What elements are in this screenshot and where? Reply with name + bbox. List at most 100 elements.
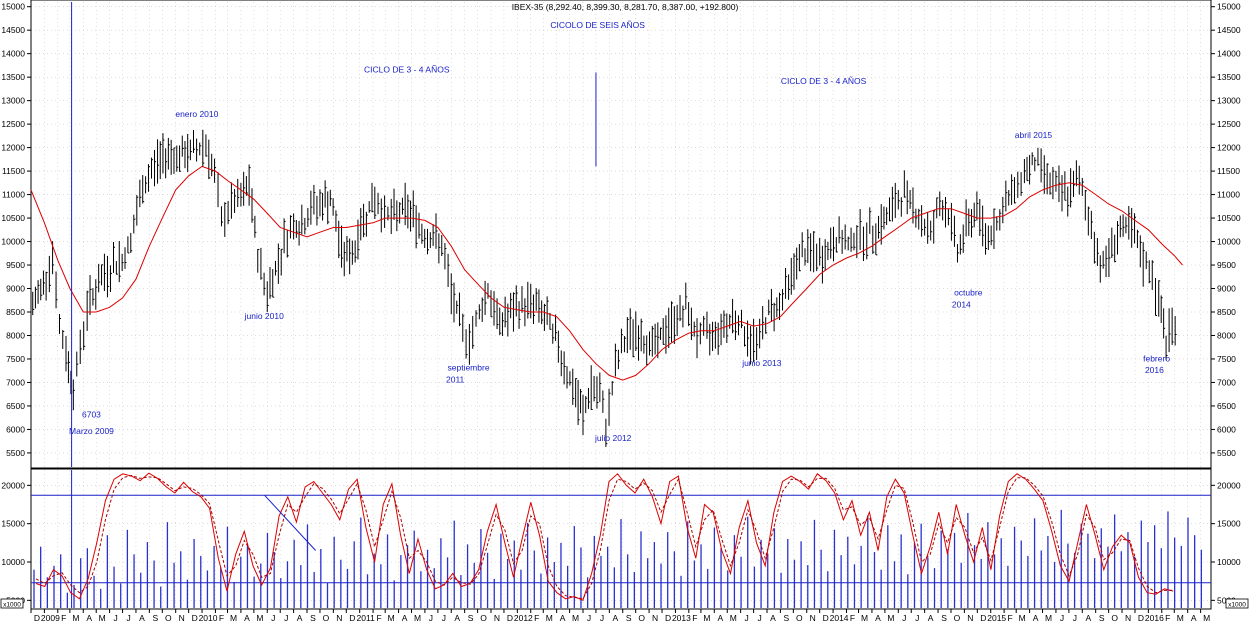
- time-tick-label: 2013: [672, 613, 691, 623]
- oscillator-levels: [31, 494, 1211, 584]
- time-tick-label: A: [613, 613, 619, 623]
- time-tick-label: A: [928, 613, 934, 623]
- time-tick-label: M: [1177, 613, 1184, 623]
- oscillator-tick-label: 10000: [1217, 557, 1241, 567]
- time-tick-label: 2009: [41, 613, 60, 623]
- time-tick-label: A: [770, 613, 776, 623]
- time-tick-label: 2016: [1145, 613, 1164, 623]
- price-panel: IBEX-35 (8,292.40, 8,399.30, 8,281.70, 8…: [1, 0, 1241, 608]
- price-tick-label: 13000: [1, 96, 25, 106]
- annotation-label: CICOLO DE SEIS AÑOS: [550, 20, 645, 30]
- price-tick-label: 7500: [6, 354, 25, 364]
- time-tick-label: M: [546, 613, 553, 623]
- annotation-label: 2011: [446, 374, 465, 384]
- time-tick-label: 2010: [199, 613, 218, 623]
- time-tick-label: D: [665, 613, 671, 623]
- time-tick-label: A: [86, 613, 92, 623]
- oscillator-tick-label: 15000: [1, 519, 25, 529]
- time-tick-label: A: [244, 613, 250, 623]
- time-tick-label: J: [1060, 613, 1064, 623]
- time-tick-label: S: [626, 613, 632, 623]
- price-tick-label: 15000: [1, 2, 25, 12]
- time-tick-label: M: [1045, 613, 1052, 623]
- time-tick-label: N: [494, 613, 500, 623]
- time-tick-label: 2015: [987, 613, 1006, 623]
- time-tick-label: D: [1138, 613, 1144, 623]
- price-tick-label: 13500: [1, 72, 25, 82]
- time-tick-label: F: [1008, 613, 1013, 623]
- time-tick-label: M: [1203, 613, 1210, 623]
- scale-label-box-left: [0, 598, 24, 609]
- time-tick-label: S: [784, 613, 790, 623]
- price-tick-label: 8000: [6, 330, 25, 340]
- price-axis-right: 5500 6000 6500 7000 7500 8000 8500 9000 9500 1000…: [1211, 2, 1241, 458]
- oscillator-trendline-segment: [264, 494, 316, 551]
- moving-average-line: [30, 165, 1183, 381]
- time-tick-label: O: [954, 613, 961, 623]
- time-tick-label: F: [692, 613, 697, 623]
- price-tick-label: 14500: [1217, 25, 1241, 35]
- price-tick-label: 5500: [1217, 448, 1236, 458]
- time-tick-label: N: [652, 613, 658, 623]
- price-tick-label: 6500: [1217, 401, 1236, 411]
- price-tick-label: 15000: [1217, 2, 1241, 12]
- price-tick-label: 14500: [1, 25, 25, 35]
- time-tick-label: O: [1111, 613, 1118, 623]
- price-tick-label: 6500: [6, 401, 25, 411]
- price-tick-label: 7000: [1217, 377, 1236, 387]
- price-tick-label: 9500: [6, 260, 25, 270]
- chart-title: IBEX-35 (8,292.40, 8,399.30, 8,281.70, 8…: [512, 2, 739, 12]
- price-tick-label: 14000: [1, 49, 25, 59]
- time-tick-label: O: [796, 613, 803, 623]
- price-tick-label: 6000: [1217, 424, 1236, 434]
- scale-label-left: x1000: [3, 602, 21, 609]
- time-tick-label: J: [442, 613, 446, 623]
- annotation-label: 6703: [82, 410, 101, 420]
- time-tick-label: O: [165, 613, 172, 623]
- time-tick-label: J: [126, 613, 130, 623]
- time-tick-label: A: [1085, 613, 1091, 623]
- time-tick-label: S: [941, 613, 947, 623]
- time-tick-label: J: [915, 613, 919, 623]
- annotation-label: febrero: [1143, 353, 1170, 363]
- time-tick-label: J: [1073, 613, 1077, 623]
- price-tick-label: 7000: [6, 377, 25, 387]
- time-tick-label: N: [967, 613, 973, 623]
- price-tick-label: 12500: [1217, 119, 1241, 129]
- time-tick-label: S: [153, 613, 159, 623]
- time-tick-label: J: [902, 613, 906, 623]
- oscillator-tick-label: 20000: [1, 480, 25, 490]
- scale-label-box-right: [1225, 598, 1249, 609]
- time-tick-label: F: [219, 613, 224, 623]
- price-tick-label: 9000: [1217, 284, 1236, 294]
- time-tick-label: F: [534, 613, 539, 623]
- time-tick-label: 2014: [830, 613, 849, 623]
- price-ohlc-bars: [32, 129, 1177, 447]
- time-tick-label: A: [875, 613, 881, 623]
- annotation-label: 2016: [1145, 365, 1164, 375]
- oscillator-tick-label: 15000: [1217, 519, 1241, 529]
- price-tick-label: 8500: [1217, 307, 1236, 317]
- time-tick-label: M: [730, 613, 737, 623]
- time-tick-label: N: [336, 613, 342, 623]
- time-tick-label: A: [1191, 613, 1197, 623]
- time-tick-label: A: [717, 613, 723, 623]
- annotation-label: abril 2015: [1015, 130, 1053, 140]
- time-tick-label: J: [271, 613, 275, 623]
- time-tick-label: S: [468, 613, 474, 623]
- time-tick-label: D: [192, 613, 198, 623]
- time-tick-label: M: [99, 613, 106, 623]
- price-tick-label: 11000: [2, 190, 25, 200]
- time-tick-label: F: [850, 613, 855, 623]
- annotation-label: junio 2010: [244, 311, 285, 321]
- price-tick-label: 9000: [6, 284, 25, 294]
- time-tick-label: M: [230, 613, 237, 623]
- annotation-label: enero 2010: [175, 109, 218, 119]
- price-tick-label: 11500: [2, 166, 25, 176]
- time-tick-label: A: [402, 613, 408, 623]
- time-tick-label: N: [1125, 613, 1131, 623]
- price-tick-label: 13500: [1217, 72, 1241, 82]
